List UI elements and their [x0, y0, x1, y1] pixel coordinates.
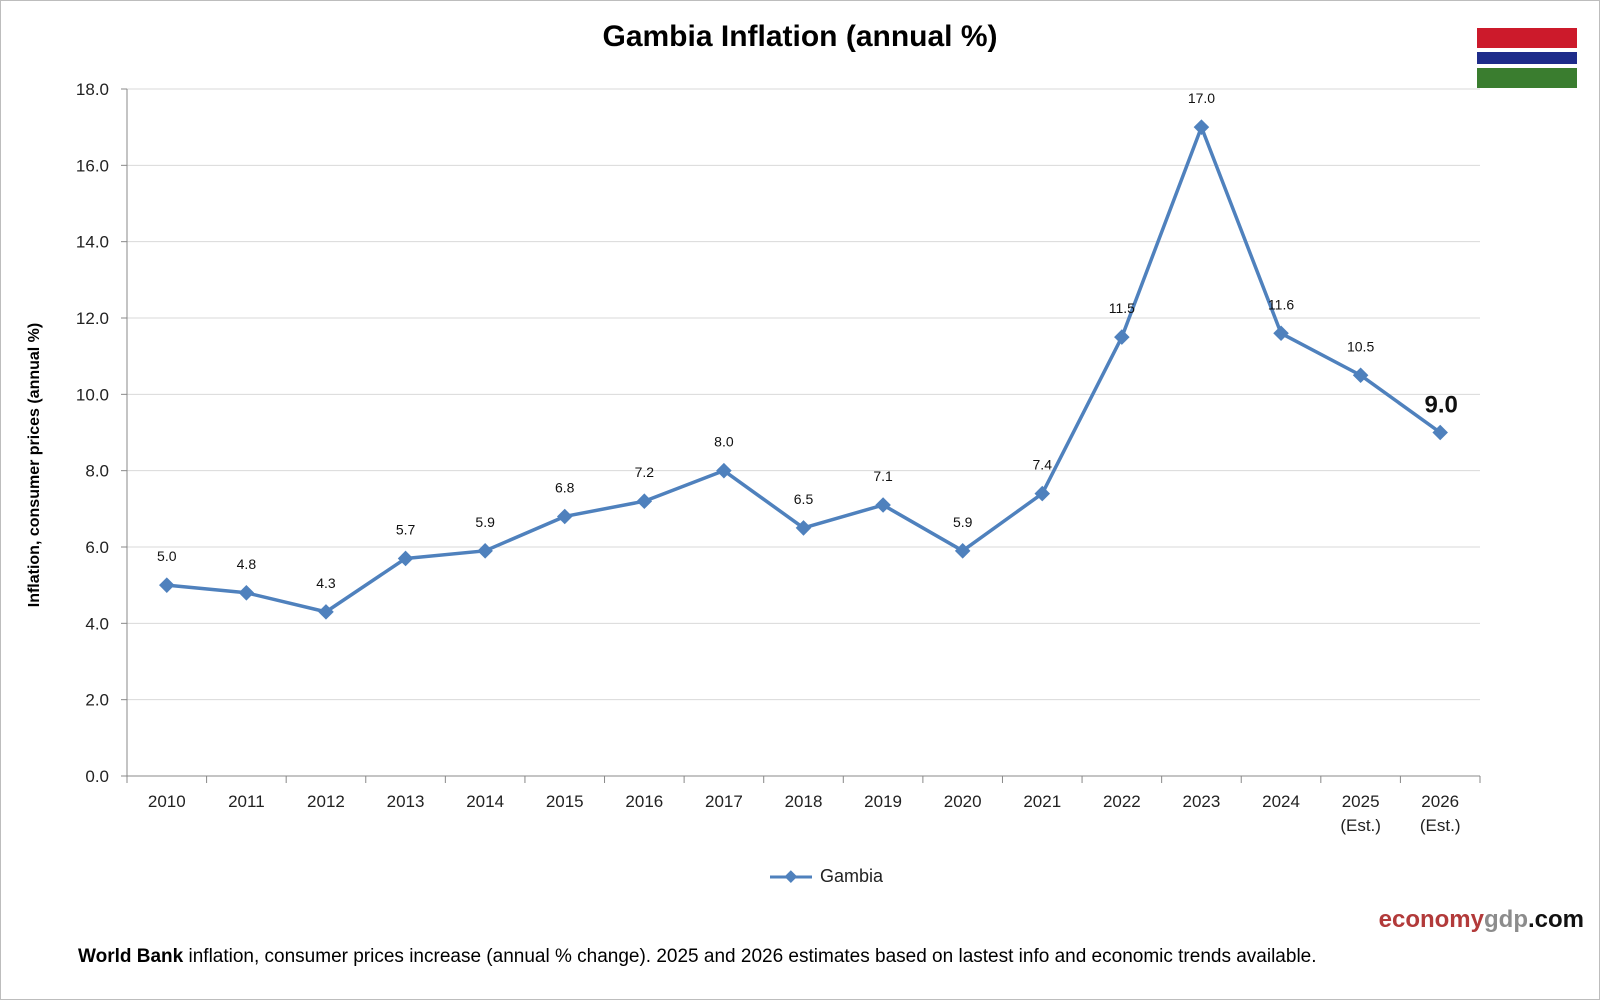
flag-red-band [1477, 28, 1577, 48]
data-label: 5.7 [396, 521, 416, 537]
data-label: 4.8 [237, 556, 257, 572]
series-line-gambia [166, 125, 1442, 614]
data-label: 7.2 [635, 464, 655, 480]
x-tick-label: 2021 [1023, 792, 1061, 811]
data-point [875, 497, 891, 513]
y-tick-label: 4.0 [85, 614, 109, 633]
legend: Gambia [768, 866, 883, 887]
footnote-text: inflation, consumer prices increase (ann… [183, 946, 1317, 967]
data-point [795, 520, 812, 536]
data-point [636, 493, 653, 509]
data-label: 7.1 [873, 468, 893, 484]
data-label: 9.0 [1425, 392, 1458, 419]
y-tick-label: 18.0 [76, 80, 109, 99]
data-label: 7.4 [1033, 457, 1053, 473]
legend-swatch [770, 869, 812, 883]
y-tick-label: 16.0 [76, 156, 109, 175]
y-tick-label: 8.0 [85, 462, 109, 481]
data-point [1034, 485, 1051, 502]
x-tick-label: 2026 [1421, 792, 1459, 811]
brand-part-1: economy [1378, 906, 1484, 933]
footnote-source: World Bank [78, 946, 184, 967]
y-tick-label: 6.0 [85, 538, 109, 557]
data-point [1273, 325, 1289, 342]
x-tick-label: 2020 [944, 792, 982, 811]
data-label: 6.5 [794, 491, 814, 507]
data-label: 5.9 [475, 514, 495, 530]
data-label: 11.6 [1268, 296, 1294, 312]
x-tick-label: 2014 [466, 792, 504, 811]
x-tick-label: 2017 [705, 792, 743, 811]
x-tick-label: 2022 [1103, 792, 1141, 811]
data-label: 8.0 [714, 434, 734, 450]
flag-blue-band [1477, 52, 1577, 64]
data-label: 5.0 [157, 548, 177, 564]
data-point [1352, 367, 1369, 384]
x-tick-label: 2015 [546, 792, 584, 811]
y-tick-label: 10.0 [76, 385, 109, 404]
x-tick-label: (Est.) [1420, 816, 1461, 835]
x-tick-label: 2012 [307, 792, 345, 811]
brand-part-3: .com [1527, 906, 1584, 933]
y-tick-label: 0.0 [85, 767, 109, 786]
data-label: 4.3 [316, 575, 336, 591]
x-tick-label: 2013 [387, 792, 425, 811]
data-label: 10.5 [1347, 338, 1374, 354]
data-point [159, 577, 175, 593]
data-point [556, 508, 573, 525]
x-tick-label: 2019 [864, 792, 902, 811]
site-brand[interactable]: economygdp.com [1379, 906, 1584, 934]
data-label: 5.9 [953, 514, 973, 530]
x-tick-label: 2018 [785, 792, 823, 811]
y-tick-label: 14.0 [76, 233, 109, 252]
data-label: 17.0 [1188, 90, 1215, 106]
x-tick-label: 2025 [1342, 792, 1380, 811]
data-label: 6.8 [555, 479, 575, 495]
y-tick-label: 12.0 [76, 309, 109, 328]
x-tick-label: 2011 [228, 792, 265, 811]
source-footnote: World Bank inflation, consumer prices in… [78, 946, 1317, 968]
data-point [954, 543, 971, 559]
flag-green-band [1477, 68, 1577, 88]
legend-label: Gambia [820, 866, 884, 886]
data-point [1432, 424, 1448, 441]
x-tick-label: 2016 [625, 792, 663, 811]
x-tick-label: 2023 [1183, 792, 1221, 811]
data-point [477, 543, 493, 559]
data-point [1193, 119, 1210, 135]
data-point [238, 585, 255, 601]
gambia-flag [1477, 28, 1577, 88]
y-tick-label: 2.0 [85, 691, 109, 710]
x-tick-label: (Est.) [1340, 816, 1381, 835]
brand-part-2: gdp [1484, 906, 1528, 933]
x-tick-label: 2024 [1262, 792, 1300, 811]
data-point [1114, 329, 1130, 345]
chart-title: Gambia Inflation (annual %) [602, 20, 998, 53]
x-tick-label: 2010 [148, 792, 186, 811]
data-label: 11.5 [1109, 300, 1135, 316]
